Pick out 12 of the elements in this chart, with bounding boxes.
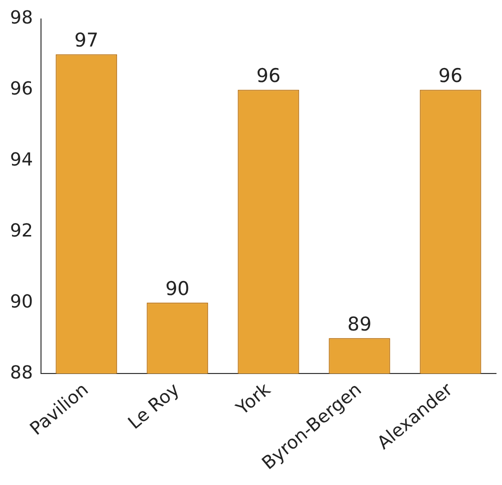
y-tick-label: 88 [10, 362, 33, 384]
data-label: 96 [256, 65, 281, 88]
data-label: 97 [74, 30, 99, 52]
data-label: 96 [438, 65, 463, 88]
data-label: 89 [347, 314, 372, 336]
data-label: 90 [165, 278, 190, 300]
y-tick-label: 94 [10, 149, 33, 170]
x-tick-label: Le Roy [124, 378, 184, 434]
y-tick-label: 98 [10, 7, 33, 28]
y-tick-label: 90 [10, 291, 33, 312]
y-tick-label: 92 [10, 220, 33, 242]
y-tick-label: 96 [10, 78, 33, 100]
